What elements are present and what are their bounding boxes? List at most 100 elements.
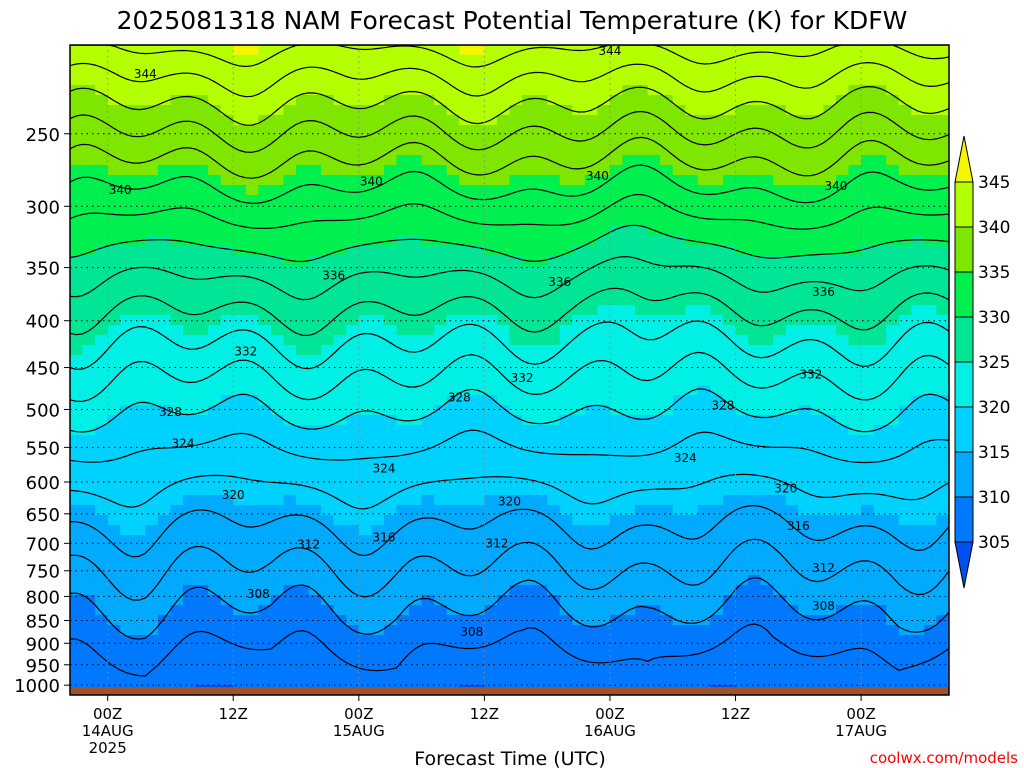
fill-cell (245, 75, 259, 86)
fill-cell (584, 465, 598, 476)
fill-cell (270, 355, 285, 366)
fill-cell (421, 525, 435, 536)
fill-cell (383, 85, 398, 96)
fill-cell (798, 645, 812, 656)
fill-cell (534, 605, 548, 616)
fill-cell (195, 225, 209, 236)
fill-cell (308, 245, 322, 256)
fill-cell (120, 185, 134, 196)
fill-cell (722, 215, 737, 226)
fill-cell (170, 155, 184, 166)
fill-cell (270, 535, 285, 546)
fill-cell (923, 135, 938, 146)
fill-cell (509, 175, 523, 186)
fill-cell (547, 455, 561, 466)
fill-cell (371, 575, 385, 586)
fill-cell (95, 545, 109, 556)
fill-cell (446, 65, 460, 76)
fill-cell (120, 465, 134, 476)
fill-cell (484, 475, 498, 486)
fill-cell (534, 455, 548, 466)
fill-cell (484, 225, 498, 236)
fill-cell (371, 165, 385, 176)
fill-cell (195, 585, 209, 596)
fill-cell (308, 545, 322, 556)
fill-cell (346, 85, 360, 96)
fill-cell (861, 45, 875, 56)
fill-cell (233, 655, 247, 666)
fill-cell (685, 275, 699, 286)
fill-cell (722, 235, 737, 246)
fill-cell (82, 535, 96, 546)
fill-cell (748, 215, 762, 226)
fill-cell (898, 605, 912, 616)
fill-cell (572, 415, 586, 426)
fill-cell (584, 135, 598, 146)
fill-cell (233, 335, 247, 346)
fill-cell (346, 75, 360, 86)
fill-cell (258, 645, 272, 656)
fill-cell (283, 115, 297, 126)
fill-cell (647, 645, 661, 656)
fill-cell (434, 495, 448, 506)
fill-cell (735, 535, 749, 546)
fill-cell (346, 575, 360, 586)
fill-cell (346, 145, 360, 156)
fill-cell (170, 105, 184, 116)
fill-cell (810, 425, 825, 436)
fill-cell (861, 455, 875, 466)
fill-cell (647, 595, 661, 606)
fill-cell (823, 395, 837, 406)
fill-cell (660, 305, 674, 316)
fill-cell (722, 655, 737, 666)
fill-cell (434, 395, 448, 406)
fill-cell (459, 305, 473, 316)
fill-cell (120, 415, 134, 426)
fill-cell (183, 655, 197, 666)
fill-cell (584, 495, 598, 506)
fill-cell (886, 95, 900, 106)
fill-cell (107, 335, 121, 346)
fill-cell (861, 585, 875, 596)
fill-cell (321, 655, 335, 666)
fill-cell (522, 75, 536, 86)
fill-cell (371, 275, 385, 286)
fill-cell (95, 365, 109, 376)
fill-cell (559, 55, 573, 66)
fill-cell (421, 415, 435, 426)
fill-cell (107, 295, 121, 306)
fill-cell (534, 75, 548, 86)
fill-cell (760, 335, 774, 346)
fill-cell (572, 95, 586, 106)
fill-cell (132, 215, 146, 226)
fill-cell (484, 445, 498, 456)
fill-cell (270, 665, 285, 676)
fill-cell (810, 185, 825, 196)
fill-cell (936, 55, 949, 66)
fill-cell (622, 625, 636, 636)
fill-cell (283, 575, 297, 586)
fill-cell (459, 225, 473, 236)
contour-line-312 (70, 538, 949, 601)
fill-cell (233, 345, 247, 356)
fill-cell (697, 555, 712, 566)
fill-cell (547, 335, 561, 346)
fill-cell (82, 465, 96, 476)
fill-cell (848, 105, 862, 116)
fill-cell (748, 105, 762, 116)
fill-cell (672, 385, 686, 396)
fill-cell (308, 165, 322, 176)
fill-cell (346, 645, 360, 656)
fill-cell (208, 115, 222, 126)
fill-cell (471, 155, 485, 166)
fill-cell (383, 475, 398, 486)
fill-cell (685, 155, 699, 166)
fill-cell (584, 435, 598, 446)
fill-cell (685, 645, 699, 656)
fill-cell (208, 75, 222, 86)
fill-cell (157, 395, 172, 406)
fill-cell (873, 165, 887, 176)
fill-cell (848, 145, 862, 156)
fill-cell (710, 195, 724, 206)
fill-cell (660, 655, 674, 666)
